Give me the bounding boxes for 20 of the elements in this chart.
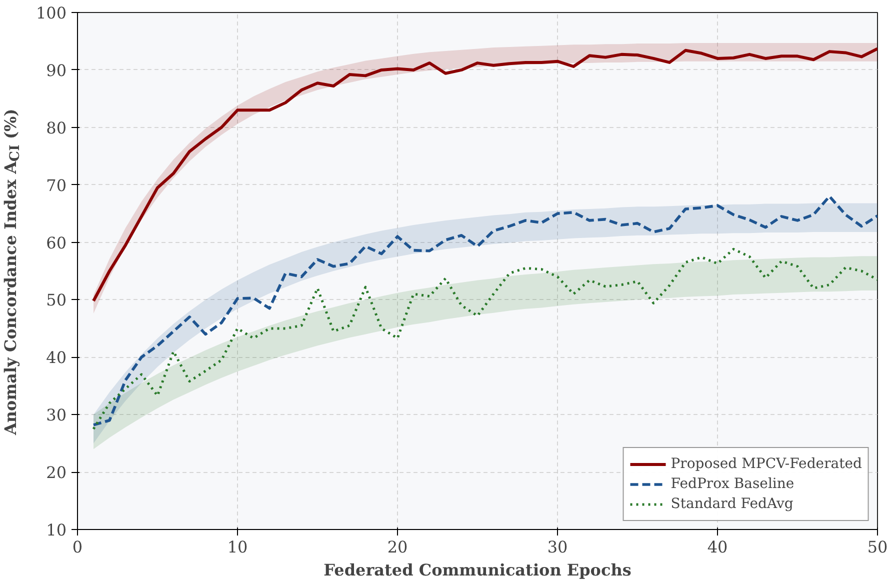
y-tick-label: 100 — [36, 4, 67, 22]
x-tick-label: 30 — [547, 538, 568, 556]
legend-label: FedProx Baseline — [670, 476, 794, 492]
x-tick-label: 20 — [387, 538, 408, 556]
x-tick-label: 40 — [707, 538, 728, 556]
y-tick-label: 10 — [46, 520, 66, 540]
y-tick-label: 30 — [46, 406, 66, 425]
x-tick-label: 0 — [72, 538, 83, 556]
y-tick-label: 50 — [46, 290, 66, 310]
y-tick-label: 60 — [46, 233, 66, 252]
x-tick-label: 50 — [867, 538, 888, 556]
legend-label: Standard FedAvg — [670, 496, 794, 512]
y-tick-label: 70 — [46, 176, 66, 195]
y-tick-label: 80 — [46, 118, 66, 138]
x-tick-label: 10 — [227, 538, 248, 556]
y-tick-label: 20 — [46, 463, 66, 482]
y-tick-label: 90 — [46, 60, 66, 80]
y-tick-label: 40 — [46, 348, 66, 368]
legend-label: Proposed MPCV-Federated — [670, 456, 862, 472]
x-axis-title: Federated Communication Epochs — [324, 560, 632, 580]
